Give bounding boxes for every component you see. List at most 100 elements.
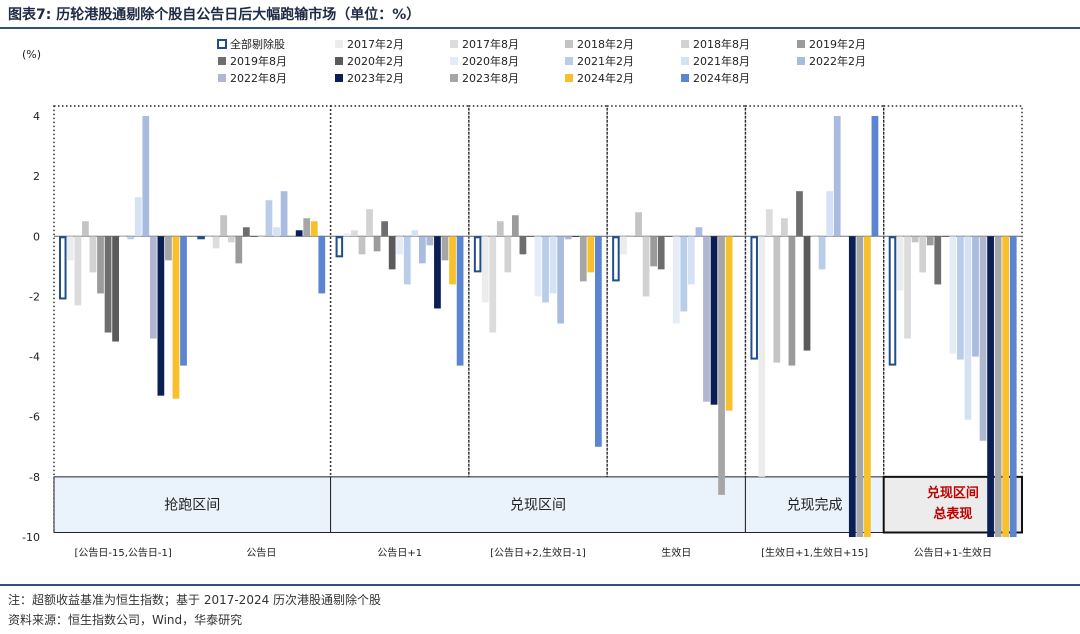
legend-label-9: 2021年2月 xyxy=(577,54,634,68)
legend-swatch-0 xyxy=(217,39,227,49)
bar-1-12 xyxy=(288,236,295,237)
bar-1-7 xyxy=(250,236,258,237)
bar-1-16 xyxy=(318,236,326,294)
bar-3-10 xyxy=(549,236,557,294)
bar-2-11 xyxy=(418,236,426,264)
bar-5-13 xyxy=(848,236,856,538)
bar-5-1 xyxy=(758,236,766,477)
bar-0-12 xyxy=(149,236,157,339)
y-tick-label-6: -8 xyxy=(29,471,40,484)
legend-swatch-12 xyxy=(218,74,226,82)
bar-1-8 xyxy=(258,236,265,237)
bar-6-1 xyxy=(896,236,904,291)
bar-4-0 xyxy=(612,236,620,282)
bar-6-2 xyxy=(904,236,911,339)
bar-2-4 xyxy=(366,209,373,237)
x-tick-label-4: 生效日 xyxy=(661,546,691,559)
zone-label-0: 抢跑区间 xyxy=(164,497,220,514)
bar-4-14 xyxy=(718,236,725,495)
bar-4-13 xyxy=(710,236,718,405)
bar-5-5 xyxy=(788,236,796,366)
x-tick-label-2: 公告日+1 xyxy=(377,546,422,559)
legend-label-14: 2023年8月 xyxy=(462,71,519,85)
bar-4-10 xyxy=(688,236,695,285)
legend-label-10: 2021年8月 xyxy=(693,54,750,68)
x-tick-label-1: 公告日 xyxy=(246,546,276,559)
bar-4-9 xyxy=(680,236,688,312)
bar-2-13 xyxy=(434,236,441,309)
x-tick-label-5: [生效日+1,生效日+15] xyxy=(761,546,868,559)
bar-0-10 xyxy=(134,197,142,237)
bar-1-3 xyxy=(220,215,228,237)
bar-0-11 xyxy=(142,116,150,237)
legend-swatch-10 xyxy=(681,57,689,65)
bar-2-14 xyxy=(441,236,449,261)
bar-0-0 xyxy=(59,236,67,300)
bar-6-15 xyxy=(1002,236,1010,538)
group-frame-0 xyxy=(53,105,332,533)
legend-label-0: 全部剔除股 xyxy=(230,37,285,51)
legend-swatch-16 xyxy=(681,74,689,82)
bar-1-11 xyxy=(280,191,288,237)
bar-1-15 xyxy=(310,221,318,237)
x-tick-label-6: 公告日+1-生效日 xyxy=(914,546,992,559)
bar-3-12 xyxy=(564,236,572,240)
bar-3-7 xyxy=(527,236,534,237)
legend-label-13: 2023年2月 xyxy=(347,71,404,85)
legend-label-7: 2020年2月 xyxy=(347,54,404,68)
bar-4-7 xyxy=(665,236,673,237)
bar-0-1 xyxy=(66,236,74,261)
y-tick-label-2: 0 xyxy=(33,230,40,243)
bar-5-14 xyxy=(856,236,864,538)
bar-2-7 xyxy=(388,236,396,270)
bar-4-2 xyxy=(627,236,635,237)
bar-2-15 xyxy=(449,236,456,285)
bar-2-12 xyxy=(426,236,434,246)
bar-3-1 xyxy=(481,236,489,303)
bar-0-3 xyxy=(82,221,89,237)
legend-swatch-2 xyxy=(450,40,458,48)
bar-3-15 xyxy=(587,236,595,273)
bar-6-0 xyxy=(888,236,897,366)
bar-6-8 xyxy=(949,236,957,354)
bar-0-9 xyxy=(127,236,135,240)
legend-swatch-11 xyxy=(797,57,805,65)
bar-6-16 xyxy=(1009,236,1017,538)
bar-0-14 xyxy=(165,236,172,261)
bar-4-5 xyxy=(650,236,658,267)
bar-1-13 xyxy=(295,230,303,237)
zone-total-line1: 兑现区间 xyxy=(927,485,979,501)
bar-2-1 xyxy=(343,233,351,237)
bar-2-2 xyxy=(351,230,358,237)
chart-title: 图表7: 历轮港股通剔除个股自公告日后大幅跑输市场（单位：%） xyxy=(8,7,421,23)
legend-label-16: 2024年8月 xyxy=(693,71,750,85)
bar-4-12 xyxy=(703,236,710,402)
bar-5-15 xyxy=(864,236,871,538)
y-tick-label-5: -6 xyxy=(29,411,40,424)
bar-0-6 xyxy=(104,236,112,333)
footnote: 注：超额收益基准为恒生指数；基于 2017-2024 历次港股通剔除个股 xyxy=(8,593,382,607)
bar-2-16 xyxy=(456,236,464,366)
legend-swatch-4 xyxy=(681,40,689,48)
bar-2-0 xyxy=(335,236,344,258)
legend-label-5: 2019年2月 xyxy=(809,37,866,51)
zone-label-2: 兑现完成 xyxy=(787,498,843,514)
bar-1-9 xyxy=(265,200,273,237)
legend-swatch-1 xyxy=(335,40,343,48)
bar-3-0 xyxy=(473,236,482,273)
bar-4-16 xyxy=(733,236,741,237)
bar-0-15 xyxy=(172,236,180,399)
bar-0-4 xyxy=(89,236,97,273)
legend-label-6: 2019年8月 xyxy=(230,54,287,68)
x-tick-label-3: [公告日+2,生效日-1] xyxy=(490,546,586,559)
y-tick-label-7: -10 xyxy=(22,531,40,544)
group-frame-1 xyxy=(329,105,470,533)
bar-5-9 xyxy=(818,236,826,270)
bar-0-13 xyxy=(157,236,165,396)
x-tick-label-0: [公告日-15,公告日-1] xyxy=(74,546,171,559)
bar-2-8 xyxy=(396,236,404,255)
bar-3-6 xyxy=(519,236,527,255)
bar-5-10 xyxy=(826,191,834,237)
bar-1-2 xyxy=(212,236,220,249)
